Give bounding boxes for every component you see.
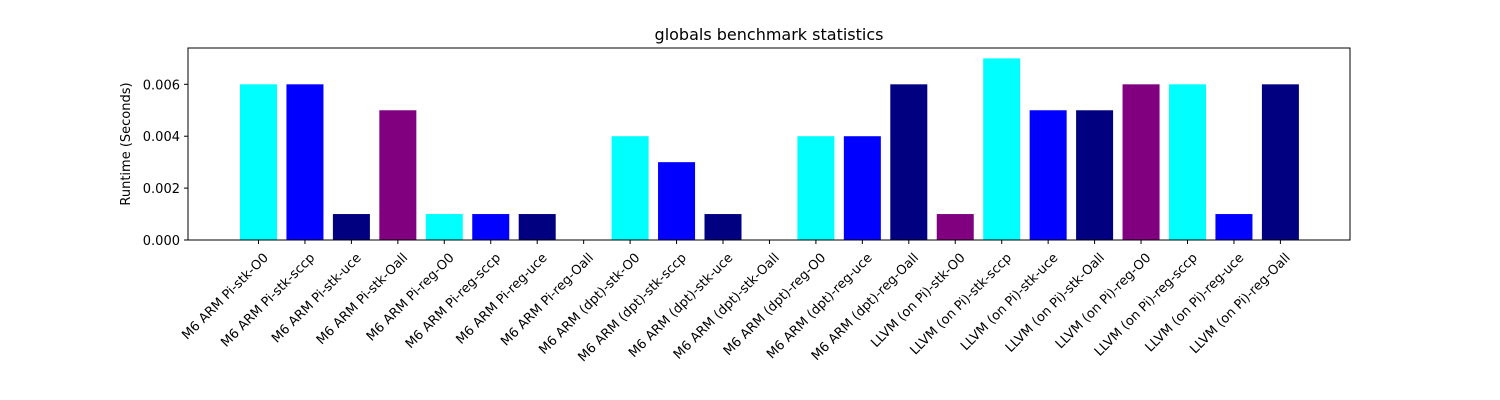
bar — [1261, 84, 1299, 240]
bar — [1029, 110, 1067, 241]
x-tick-label: M6 ARM Pi-stk-Oall — [314, 251, 411, 348]
bar — [797, 136, 835, 240]
chart-title: globals benchmark statistics — [655, 25, 884, 44]
bar — [332, 214, 370, 240]
x-tick-label: M6 ARM Pi-reg-uce — [453, 251, 550, 348]
bars-group — [240, 58, 1299, 241]
bar — [936, 214, 974, 240]
x-tick-label: M6 ARM Pi-stk-O0 — [179, 251, 271, 343]
bar — [704, 214, 742, 240]
bar — [518, 214, 556, 240]
bar — [1122, 84, 1160, 240]
x-tick-label: M6 ARM Pi-reg-O0 — [364, 251, 458, 345]
y-tick-label: 0.006 — [143, 78, 180, 93]
bar — [983, 58, 1021, 240]
bar — [890, 84, 928, 240]
bar — [379, 110, 417, 241]
y-axis: 0.000 0.002 0.004 0.006 — [143, 78, 188, 249]
y-tick-label: 0.000 — [143, 234, 180, 249]
bar — [425, 214, 463, 240]
bar — [1076, 110, 1114, 241]
bar — [240, 84, 277, 240]
bar — [472, 214, 510, 240]
bar — [286, 84, 324, 240]
bar — [1169, 84, 1206, 240]
y-tick-label: 0.002 — [143, 182, 180, 197]
bar — [843, 136, 881, 240]
bar — [1215, 214, 1253, 240]
bar — [658, 162, 696, 240]
x-tick-label: M6 ARM Pi-stk-uce — [269, 251, 365, 347]
bar — [611, 136, 649, 240]
y-axis-label: Runtime (Seconds) — [119, 82, 134, 205]
y-tick-label: 0.004 — [143, 130, 180, 145]
